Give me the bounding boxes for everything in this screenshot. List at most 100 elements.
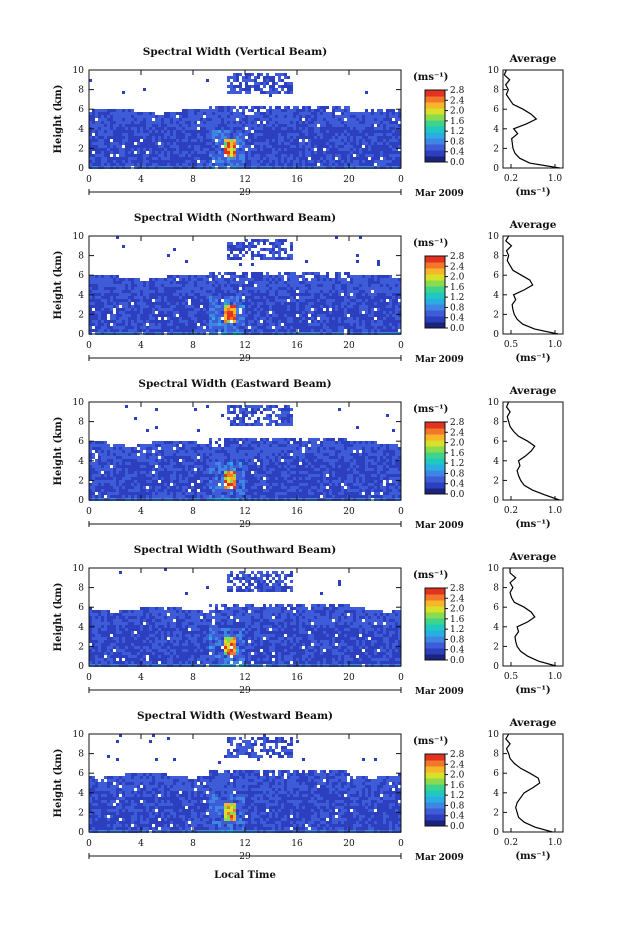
heatmap-cell — [98, 127, 101, 130]
heatmap-cell — [305, 296, 308, 299]
heatmap-cell — [182, 160, 185, 163]
heatmap-cell — [251, 239, 254, 242]
heatmap-cell — [287, 85, 290, 88]
average-unit: (ms⁻¹) — [515, 187, 550, 198]
heatmap-cell — [329, 293, 332, 296]
heatmap-cell — [329, 323, 332, 326]
heatmap-cell — [245, 82, 248, 85]
heatmap-cell — [383, 124, 386, 127]
heatmap-cell — [341, 139, 344, 142]
heatmap-cell — [158, 471, 161, 474]
heatmap-cell — [257, 154, 260, 157]
heatmap-cell — [242, 88, 245, 91]
heatmap-cell — [149, 311, 152, 314]
heatmap-cell — [224, 278, 227, 281]
heatmap-cell — [125, 139, 128, 142]
heatmap-cell — [362, 133, 365, 136]
heatmap-cell — [89, 441, 92, 444]
heatmap-cell — [170, 281, 173, 284]
heatmap-cell — [296, 317, 299, 320]
heatmap-cell — [263, 91, 266, 94]
heatmap-cell — [236, 157, 239, 160]
heatmap-cell — [263, 254, 266, 257]
heatmap-cell — [281, 115, 284, 118]
heatmap-cell — [374, 130, 377, 133]
heatmap-cell — [176, 320, 179, 323]
heatmap-cell — [296, 157, 299, 160]
heatmap-cell — [230, 272, 233, 275]
heatmap-cell — [89, 471, 92, 474]
heatmap-cell — [365, 151, 368, 154]
heatmap-cell — [254, 323, 257, 326]
heatmap-cell — [122, 471, 125, 474]
heatmap-cell — [233, 248, 236, 251]
heatmap-cell — [212, 112, 215, 115]
heatmap-cell — [308, 136, 311, 139]
heatmap-cell — [371, 275, 374, 278]
heatmap-cell — [281, 79, 284, 82]
heatmap-cell — [179, 118, 182, 121]
heatmap-cell — [305, 299, 308, 302]
heatmap-cell — [185, 278, 188, 281]
heatmap-cell — [278, 317, 281, 320]
heatmap-cell — [101, 121, 104, 124]
heatmap-cell — [233, 317, 236, 320]
heatmap-cell — [392, 133, 395, 136]
heatmap-cell — [170, 311, 173, 314]
heatmap-cell — [389, 148, 392, 151]
heatmap-cell — [140, 492, 143, 495]
heatmap-cell — [233, 257, 236, 260]
heatmap-cell — [260, 284, 263, 287]
heatmap-cell — [92, 474, 95, 477]
heatmap-cell — [188, 136, 191, 139]
heatmap-cell — [233, 320, 236, 323]
heatmap-cell — [272, 320, 275, 323]
heatmap-cell — [296, 124, 299, 127]
heatmap-cell — [347, 133, 350, 136]
colorbar-swatch — [425, 150, 445, 157]
heatmap-cell — [146, 127, 149, 130]
heatmap-cell — [110, 453, 113, 456]
heatmap-cell — [176, 305, 179, 308]
heatmap-cell — [131, 314, 134, 317]
heatmap-cell — [320, 115, 323, 118]
heatmap-cell — [158, 320, 161, 323]
heatmap-cell — [242, 311, 245, 314]
heatmap-cell — [320, 308, 323, 311]
heatmap-cell — [89, 302, 92, 305]
heatmap-cell — [350, 308, 353, 311]
heatmap-cell — [164, 495, 167, 498]
heatmap-cell — [278, 160, 281, 163]
heatmap-cell — [104, 480, 107, 483]
heatmap-cell — [245, 142, 248, 145]
heatmap-cell — [113, 154, 116, 157]
colorbar-frame — [424, 255, 446, 329]
heatmap-cell — [389, 136, 392, 139]
heatmap-cell — [125, 157, 128, 160]
heatmap-cell — [233, 254, 236, 257]
heatmap-cell — [182, 284, 185, 287]
heatmap-cell — [392, 115, 395, 118]
heatmap-cell — [365, 314, 368, 317]
heatmap-cell — [152, 287, 155, 290]
heatmap-cell — [215, 290, 218, 293]
heatmap-cell — [374, 320, 377, 323]
heatmap-cell — [158, 121, 161, 124]
heatmap-cell — [140, 320, 143, 323]
heatmap-cell — [320, 121, 323, 124]
heatmap-cell — [125, 163, 128, 166]
heatmap-cell — [89, 133, 92, 136]
heatmap-cell — [209, 136, 212, 139]
heatmap-cell — [122, 450, 125, 453]
heatmap-cell — [122, 453, 125, 456]
heatmap-cell — [155, 456, 158, 459]
heatmap-cell — [287, 323, 290, 326]
heatmap-cell — [284, 326, 287, 329]
heatmap-cell — [98, 151, 101, 154]
heatmap-cell — [359, 284, 362, 287]
heatmap-cell — [110, 275, 113, 278]
heatmap-cell — [158, 314, 161, 317]
heatmap-cell — [152, 293, 155, 296]
heatmap-cell — [209, 124, 212, 127]
heatmap-cell — [296, 293, 299, 296]
